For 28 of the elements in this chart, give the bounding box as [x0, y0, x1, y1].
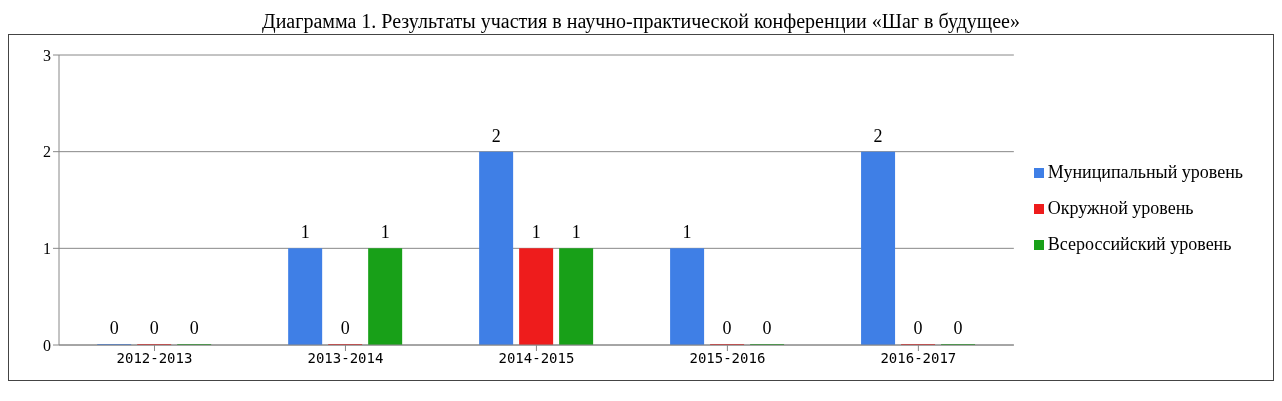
data-label: 2	[873, 125, 883, 146]
y-tick-label: 1	[43, 240, 51, 258]
legend-label: Окружной уровень	[1047, 197, 1194, 218]
chart-title: Диаграмма 1. Результаты участия в научно-практической конференции «Шаг в будущее»	[261, 9, 1021, 34]
data-label: 0	[953, 318, 963, 338]
data-label: 0	[109, 318, 119, 338]
x-tick-label: 2016-2017	[880, 349, 957, 366]
data-label: 0	[149, 318, 159, 338]
y-tick-label: 2	[43, 143, 51, 161]
data-label: 0	[913, 318, 923, 338]
legend-label: Всероссийский уровень	[1047, 233, 1232, 254]
data-label: 1	[300, 222, 310, 243]
data-label: 1	[380, 222, 390, 243]
y-tick-label: 0	[43, 336, 51, 354]
data-label: 0	[722, 318, 732, 338]
data-label: 1	[531, 222, 541, 243]
x-tick-label: 2014-2015	[498, 349, 575, 366]
legend-label: Муниципальный уровень	[1047, 161, 1243, 182]
x-tick-label: 2015-2016	[689, 349, 766, 366]
y-tick-label: 3	[43, 46, 51, 64]
data-label: 2	[491, 125, 501, 146]
x-tick-label: 2013-2014	[307, 349, 384, 366]
data-label: 0	[762, 318, 772, 338]
data-label: 0	[340, 318, 350, 338]
data-label: 1	[682, 222, 692, 243]
data-label: 1	[571, 222, 581, 243]
data-label: 0	[189, 318, 199, 338]
x-tick-label: 2012-2013	[116, 349, 193, 366]
